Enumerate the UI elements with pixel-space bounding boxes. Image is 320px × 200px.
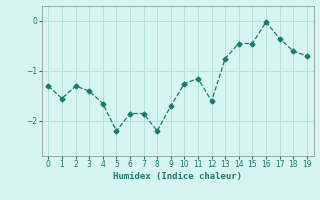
X-axis label: Humidex (Indice chaleur): Humidex (Indice chaleur): [113, 172, 242, 181]
